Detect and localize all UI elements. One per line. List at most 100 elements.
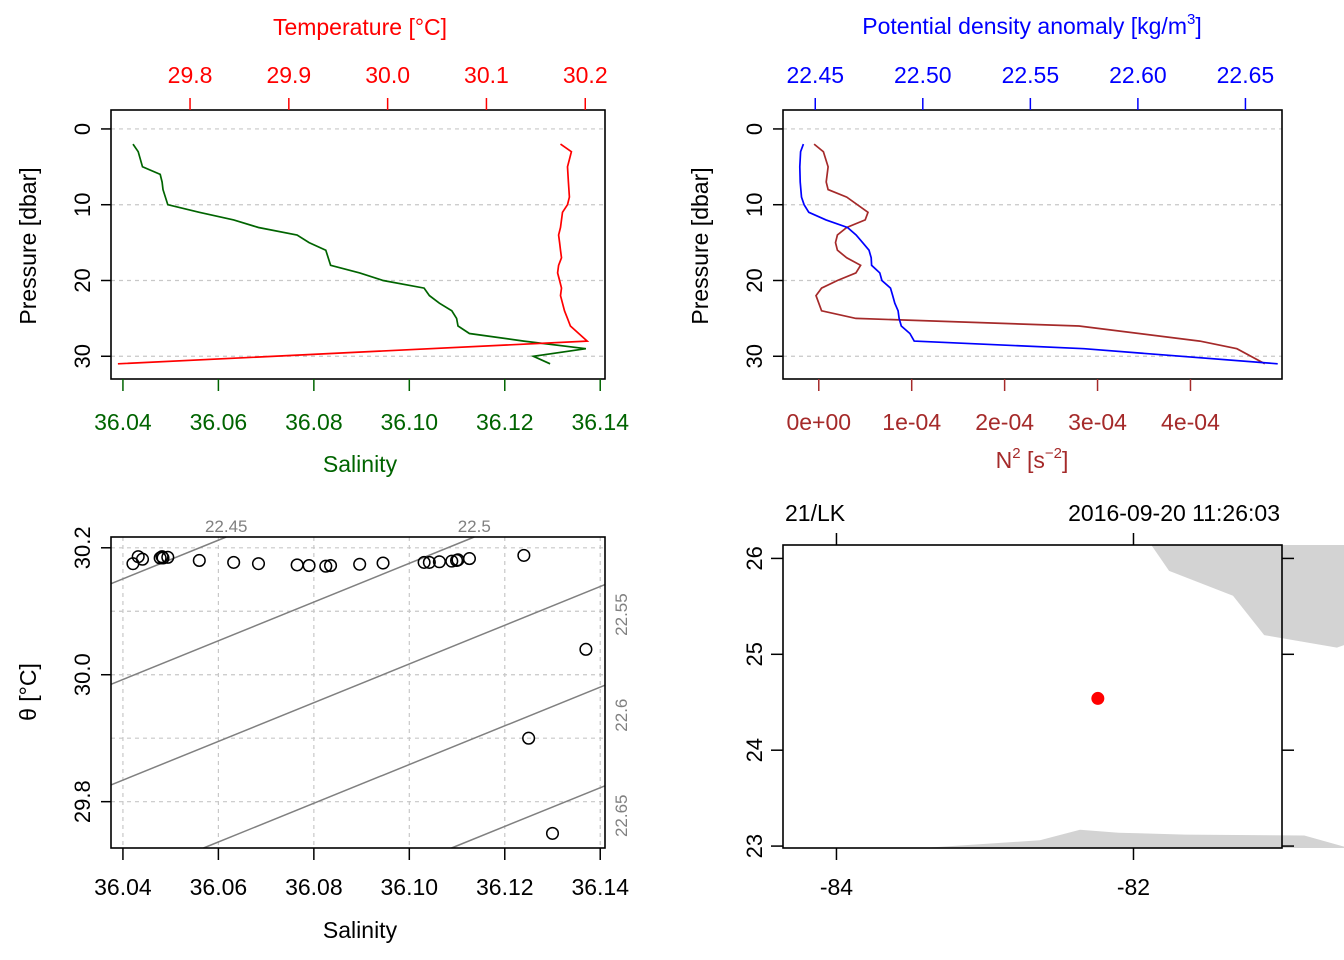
ts-point — [155, 550, 169, 564]
ts-point — [579, 642, 593, 656]
p1-toptick-label-30.2: 30.2 — [563, 62, 608, 88]
p2-bottick-label-4e-4: 4e-04 — [1161, 409, 1220, 435]
p2-bot-label-end: ] — [1062, 447, 1068, 473]
p1-toptick-label-29.9: 29.9 — [266, 62, 311, 88]
p4-ytick-label-26: 26 — [742, 546, 767, 570]
p2-top-label-sup: 3 — [1187, 11, 1195, 28]
ts-point — [156, 551, 170, 565]
station-timestamp: 2016-09-20 11:26:03 — [1068, 500, 1280, 526]
p2-top-label-end: ] — [1195, 13, 1201, 39]
profile-temperature-salinity-panel: 0 10 20 30 Pressure [dbar] 29.8 29.9 30.… — [15, 14, 629, 477]
p2-plot-frame — [782, 109, 1283, 380]
ts-point — [522, 731, 536, 745]
ts-point — [376, 556, 390, 570]
p2-bottick-label-0: 0e+00 — [786, 409, 851, 435]
p4-ytick-label-25: 25 — [742, 642, 767, 666]
p1-top-axis-label: Temperature [°C] — [273, 14, 447, 40]
p1-bottick-label-36.14: 36.14 — [571, 409, 629, 435]
isopycnal-label-22.6: 22.6 — [612, 699, 631, 732]
p2-bottick-label-2e-4: 2e-04 — [975, 409, 1034, 435]
ts-point — [432, 555, 446, 569]
p1-ytick-label-20: 20 — [70, 268, 95, 292]
isopycnal-label-22.55: 22.55 — [612, 593, 631, 636]
p2-ytick-label-20: 20 — [742, 268, 767, 292]
p1-toptick-label-30.0: 30.0 — [365, 62, 410, 88]
p2-bot-label-sup2: −2 — [1045, 445, 1062, 462]
ts-point — [462, 552, 476, 566]
p3-plot-frame — [110, 536, 606, 849]
p3-ytick-label-30.2: 30.2 — [70, 526, 95, 569]
ts-point — [192, 553, 206, 568]
isopycnal-label-22.5: 22.5 — [458, 517, 491, 536]
p1-plot-frame — [110, 109, 606, 380]
p3-xtick-label-36.06: 36.06 — [190, 874, 248, 900]
p2-toptick-label-22.45: 22.45 — [786, 62, 844, 88]
ts-point — [319, 559, 333, 573]
ts-point — [324, 559, 338, 573]
p2-bot-label-sup: 2 — [1012, 445, 1020, 462]
p2-bot-label-mid: [s — [1021, 447, 1045, 473]
p2-toptick-label-22.65: 22.65 — [1217, 62, 1275, 88]
p4-xtick-label--82: -82 — [1117, 874, 1150, 900]
ts-points — [126, 548, 593, 840]
profile-density-n2-panel: 0 10 20 30 Pressure [dbar] 22.45 22.50 2… — [687, 11, 1283, 473]
isopycnal-label-22.45: 22.45 — [205, 517, 248, 536]
ts-point — [417, 555, 431, 569]
n2-profile-line — [813, 143, 1266, 365]
p2-ylabel: Pressure [dbar] — [687, 167, 713, 324]
p3-ytick-label-29.8: 29.8 — [70, 780, 95, 823]
station-map-panel: -84 -82 -80 23 24 25 26 21/LK 2016-09-20… — [742, 500, 1344, 900]
ts-point — [445, 554, 459, 568]
p2-ytick-label-10: 10 — [742, 192, 767, 216]
ts-point — [353, 557, 367, 571]
ts-point — [545, 826, 560, 840]
station-marker — [1091, 691, 1105, 705]
p1-bottick-label-36.10: 36.10 — [381, 409, 439, 435]
ts-isopycnals: 22.45 22.5 22.55 22.6 22.65 — [110, 517, 631, 849]
ts-point — [251, 557, 266, 571]
p2-bottick-label-1e-4: 1e-04 — [882, 409, 941, 435]
density-profile-line — [798, 143, 1278, 365]
p4-ytick-label-23: 23 — [742, 834, 767, 858]
p2-toptick-label-22.50: 22.50 — [894, 62, 952, 88]
p2-ytick-label-0: 0 — [742, 123, 767, 135]
ts-point — [135, 552, 150, 566]
p4-plot-frame — [782, 544, 1283, 849]
p4-ytick-label-24: 24 — [742, 738, 767, 762]
p1-bottick-label-36.04: 36.04 — [94, 409, 152, 435]
p3-xtick-label-36.08: 36.08 — [285, 874, 343, 900]
land-florida — [1151, 545, 1344, 648]
p2-top-label-main: Potential density anomaly [kg/m — [862, 13, 1187, 39]
ts-point — [227, 555, 241, 569]
p3-xtick-label-36.14: 36.14 — [571, 874, 629, 900]
ts-point — [290, 558, 304, 572]
ts-point — [302, 559, 316, 573]
p2-toptick-label-22.55: 22.55 — [1002, 62, 1060, 88]
isopycnal-label-22.65: 22.65 — [612, 794, 631, 837]
temperature-profile-line — [117, 143, 590, 365]
p1-bottick-label-36.08: 36.08 — [285, 409, 343, 435]
ts-diagram-panel: 22.45 22.5 22.55 22.6 22.65 36.04 36.06 36.0… — [15, 517, 631, 943]
p2-ytick-label-30: 30 — [742, 344, 767, 368]
p1-bottick-label-36.06: 36.06 — [190, 409, 248, 435]
p3-xlabel: Salinity — [323, 917, 398, 943]
p3-xtick-label-36.04: 36.04 — [94, 874, 152, 900]
p1-ylabel: Pressure [dbar] — [15, 167, 41, 324]
salinity-profile-line — [132, 143, 587, 365]
p4-xtick-label--84: -84 — [820, 874, 853, 900]
p2-bot-label-main: N — [996, 447, 1013, 473]
p1-toptick-label-30.1: 30.1 — [464, 62, 509, 88]
p1-bottom-axis-label: Salinity — [323, 451, 398, 477]
land-cuba — [922, 829, 1344, 848]
station-label: 21/LK — [785, 500, 846, 526]
p3-ylabel: θ [°C] — [15, 663, 41, 721]
isopycnal-22.6 — [203, 684, 606, 849]
ts-point — [161, 550, 175, 564]
ts-point — [422, 555, 436, 569]
ts-grid — [111, 537, 605, 848]
p1-ytick-label-10: 10 — [70, 192, 95, 216]
p2-toptick-label-22.60: 22.60 — [1109, 62, 1167, 88]
isopycnal-22.5 — [110, 536, 475, 686]
p3-xtick-label-36.12: 36.12 — [476, 874, 534, 900]
